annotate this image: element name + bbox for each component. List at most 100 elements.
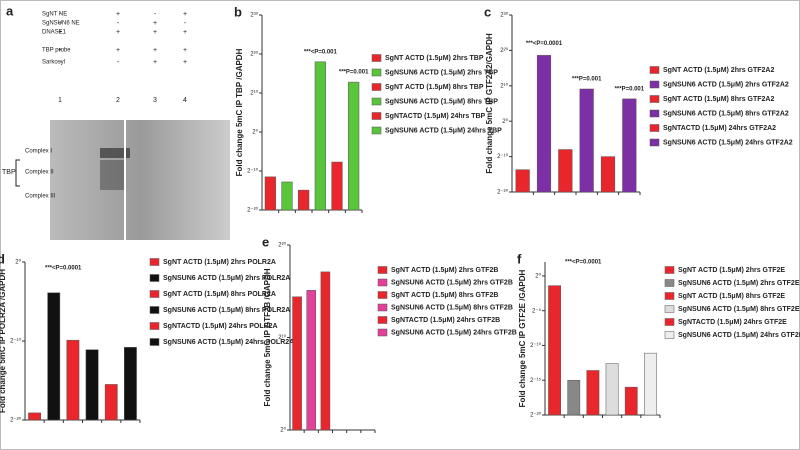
legend-label: SgNSUN6 ACTD (1.5μM) 24hrs GTF2E <box>678 332 800 339</box>
gel-image <box>50 120 230 240</box>
band-label: Complex I <box>25 149 52 155</box>
y-axis-label: Fold change 5mC IP POLR2A /GAPDH <box>0 269 7 413</box>
legend-swatch <box>149 306 160 314</box>
band-label: Complex III <box>25 194 56 200</box>
legend-swatch <box>664 279 675 287</box>
legend-swatch <box>664 266 675 274</box>
sign: + <box>58 29 62 36</box>
legend-label: SgNSUN6 ACTD (1.5μM) 8hrs TBP <box>385 98 498 105</box>
row-label: SgNT NE <box>42 12 67 18</box>
row-label: TBP probe <box>42 48 71 54</box>
y-axis-label: Fold change 5mC IP GTF2B /GAPDH <box>263 268 272 406</box>
bar <box>567 379 581 416</box>
legend-swatch <box>664 331 675 339</box>
bar <box>331 161 343 211</box>
bar <box>298 189 310 211</box>
legend-swatch <box>149 290 160 298</box>
panel-letter: e <box>262 234 269 249</box>
y-tick-label: 2³⁰ <box>500 12 508 19</box>
legend-swatch <box>649 66 660 74</box>
legend-label: SgNSUN6 ACTD (1.5μM) 2hrs GTF2A2 <box>663 81 789 88</box>
legend-label: SgNT ACTD (1.5μM) 2hrs GTF2A2 <box>663 67 774 74</box>
legend-label: SgNSUN6 ACTD (1.5μM) 24hrs POLR2A <box>163 339 294 346</box>
lane-number: 4 <box>183 97 187 104</box>
y-tick-label: 2⁻²⁰ <box>497 189 509 196</box>
legend-label: SgNT ACTD (1.5μM) 8hrs TBP <box>385 84 484 91</box>
bar <box>28 412 41 421</box>
sign: - <box>184 20 187 27</box>
legend-label: SgNTACTD (1.5μM) 24hrs POLR2A <box>163 323 278 330</box>
bar <box>314 61 326 211</box>
bar <box>124 347 137 421</box>
bar <box>536 55 552 193</box>
sign: + <box>183 59 187 66</box>
legend-label: SgNSUN6 ACTD (1.5μM) 24hrs GTF2A2 <box>663 139 793 146</box>
legend-swatch <box>149 338 160 346</box>
legend-label: SgNT ACTD (1.5μM) 2hrs POLR2A <box>163 259 276 266</box>
sign: + <box>58 47 62 54</box>
sign: - <box>59 59 62 66</box>
sign: + <box>153 47 157 54</box>
sign: - <box>59 11 62 18</box>
annotation: ***P=0.001 <box>339 70 369 76</box>
panel-letter: d <box>0 251 5 266</box>
legend-swatch <box>377 291 388 299</box>
legend-label: SgNTACTD (1.5μM) 24hrs GTF2E <box>678 319 787 326</box>
annotation: ***<P=0.0001 <box>526 41 563 47</box>
legend-label: SgNTACTD (1.5μM) 24hrs TBP <box>385 113 486 120</box>
legend-swatch <box>377 303 388 312</box>
legend-swatch <box>377 316 388 324</box>
bar <box>47 292 61 421</box>
sign: + <box>183 11 187 18</box>
bar <box>348 81 360 211</box>
legend-swatch <box>664 305 675 313</box>
legend-swatch <box>649 138 660 147</box>
y-tick-label: 2⁰ <box>502 118 508 125</box>
y-tick-label: 2⁻¹⁰ <box>530 342 542 349</box>
y-axis-label: Fold change 5mC IP TBP /GAPDH <box>235 48 244 176</box>
bar <box>624 386 638 416</box>
annotation: ***<P=0.0001 <box>45 266 82 272</box>
legend-label: SgNT ACTD (1.5μM) 8hrs POLR2A <box>163 291 276 298</box>
legend-swatch <box>371 97 382 106</box>
bar <box>515 169 530 193</box>
panel-letter: c <box>484 4 491 19</box>
bar <box>85 349 99 421</box>
bar <box>644 352 657 416</box>
y-axis-label: Fold change 5mC IP GTF2E /GAPDH <box>518 269 527 407</box>
legend-swatch <box>149 274 160 282</box>
y-tick-label: 2⁻²⁰ <box>10 417 22 424</box>
y-tick-label: 2⁻¹⁵ <box>530 377 542 384</box>
legend-swatch <box>371 126 382 135</box>
legend-label: SgNSUN6 ACTD (1.5μM) 2hrs GTF2E <box>678 280 800 287</box>
legend-swatch <box>377 278 388 287</box>
legend-swatch <box>377 328 388 337</box>
legend-label: SgNSUN6 ACTD (1.5μM) 8hrs GTF2B <box>391 304 513 311</box>
panel-letter: b <box>234 4 242 19</box>
legend-label: SgNSUN6 ACTD (1.5μM) 2hrs GTF2B <box>391 279 513 286</box>
panel-letter: f <box>517 251 522 266</box>
sign: + <box>116 47 120 54</box>
sign: + <box>183 47 187 54</box>
bar <box>579 88 594 193</box>
legend-label: SgNT ACTD (1.5μM) 2hrs GTF2B <box>391 267 498 274</box>
lane-number: 3 <box>153 97 157 104</box>
bracket <box>15 159 20 187</box>
y-tick-label: 2⁻²⁰ <box>247 207 259 214</box>
row-label: DNASE1 <box>42 30 67 36</box>
y-tick-label: 2²⁰ <box>278 242 286 249</box>
y-tick-label: 2⁰ <box>252 129 258 136</box>
legend-swatch <box>377 266 388 274</box>
bar <box>548 285 561 416</box>
annotation: ***P=0.001 <box>615 86 645 92</box>
sign: + <box>153 29 157 36</box>
y-tick-label: 2⁰ <box>15 259 21 266</box>
bar <box>600 156 616 193</box>
y-tick-label: 2⁻¹⁰ <box>497 153 509 160</box>
bar <box>306 290 317 431</box>
row-label: Sarkosyl <box>42 60 65 66</box>
legend-swatch <box>149 322 160 330</box>
sign: - <box>154 11 157 18</box>
legend-swatch <box>649 109 660 118</box>
